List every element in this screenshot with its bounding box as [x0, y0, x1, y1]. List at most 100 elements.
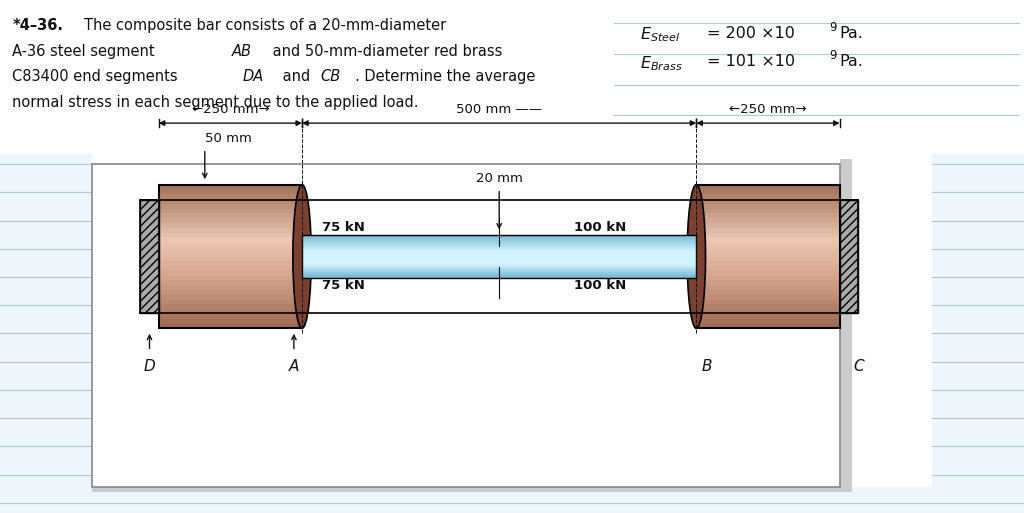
Bar [302, 239, 696, 241]
Bar [696, 232, 840, 238]
Bar [159, 314, 302, 319]
Bar [696, 213, 840, 218]
Bar [159, 261, 302, 266]
Text: 75 kN: 75 kN [323, 222, 365, 234]
Bar [302, 271, 696, 272]
Bar [840, 200, 858, 313]
Bar [302, 258, 696, 260]
Bar [696, 194, 840, 199]
Bar [696, 314, 840, 319]
Bar [159, 290, 302, 295]
Bar [159, 213, 302, 218]
Text: . Determine the average: . Determine the average [355, 69, 536, 84]
Bar [159, 189, 302, 194]
Bar [92, 139, 932, 487]
Bar [696, 209, 840, 213]
Bar [696, 199, 840, 204]
Bar [614, 10, 1014, 123]
Bar [696, 185, 840, 189]
Text: The composite bar consists of a 20-mm-diameter: The composite bar consists of a 20-mm-di… [84, 18, 446, 33]
Bar [159, 309, 302, 314]
Bar [302, 269, 696, 271]
Bar [696, 266, 840, 271]
Bar [159, 185, 302, 328]
Bar [696, 324, 840, 328]
Bar [302, 235, 696, 236]
Bar [696, 300, 840, 304]
Bar [302, 256, 696, 258]
Bar [159, 247, 302, 252]
Bar [302, 241, 696, 242]
Bar [159, 228, 302, 232]
Bar [159, 194, 302, 199]
Bar [696, 285, 840, 290]
Bar [696, 238, 840, 242]
Bar [159, 285, 302, 290]
Bar [696, 304, 840, 309]
Bar [302, 236, 696, 238]
Text: $E_{\mathit{Brass}}$: $E_{\mathit{Brass}}$ [640, 54, 683, 72]
Text: ←250 mm→: ←250 mm→ [729, 104, 807, 116]
Bar [159, 281, 302, 285]
Bar [92, 487, 852, 492]
Bar [302, 275, 696, 277]
Bar [0, 0, 1024, 154]
Bar [696, 247, 840, 252]
Bar [159, 256, 302, 261]
Bar [302, 255, 696, 256]
Text: CB: CB [321, 69, 341, 84]
Bar [302, 253, 696, 255]
Bar [302, 248, 696, 249]
Bar [696, 275, 840, 281]
Text: 50 mm: 50 mm [205, 132, 252, 145]
Text: D: D [143, 359, 156, 374]
Text: 500 mm ——: 500 mm —— [457, 104, 542, 116]
Bar [696, 242, 840, 247]
Bar [159, 266, 302, 271]
Text: ←250 mm→: ←250 mm→ [191, 104, 269, 116]
Text: 100 kN: 100 kN [574, 222, 627, 234]
Bar [159, 232, 302, 238]
Text: 20 mm: 20 mm [476, 172, 522, 185]
Bar [159, 209, 302, 213]
Bar [840, 159, 852, 487]
Bar [159, 185, 302, 189]
Bar [302, 260, 696, 261]
Text: B: B [701, 359, 712, 374]
Bar [302, 262, 696, 264]
Bar [159, 199, 302, 204]
Text: A: A [289, 359, 299, 374]
Bar [302, 264, 696, 265]
Text: AB: AB [231, 44, 252, 58]
Bar [696, 290, 840, 295]
Bar [302, 252, 696, 253]
Bar [696, 295, 840, 300]
Bar [302, 246, 696, 248]
Text: *4–36.: *4–36. [12, 18, 63, 33]
Bar [159, 252, 302, 256]
Text: = 101 ×10: = 101 ×10 [707, 54, 795, 69]
Bar [302, 238, 696, 239]
Text: 9: 9 [829, 21, 837, 33]
Bar [696, 281, 840, 285]
Bar [159, 300, 302, 304]
Bar [159, 275, 302, 281]
Bar [840, 200, 858, 313]
Bar [302, 272, 696, 274]
Bar [696, 223, 840, 228]
Bar [302, 242, 696, 244]
Bar [140, 200, 159, 313]
Text: and: and [278, 69, 314, 84]
Bar [302, 261, 696, 262]
Bar [159, 242, 302, 247]
Bar [696, 309, 840, 314]
Bar [696, 252, 840, 256]
Text: DA: DA [243, 69, 264, 84]
Bar [302, 244, 696, 245]
Bar [696, 228, 840, 232]
Bar [159, 204, 302, 209]
Bar [302, 265, 696, 267]
Bar [159, 218, 302, 223]
Text: Pa.: Pa. [840, 54, 863, 69]
Text: normal stress in each segment due to the applied load.: normal stress in each segment due to the… [12, 95, 419, 110]
